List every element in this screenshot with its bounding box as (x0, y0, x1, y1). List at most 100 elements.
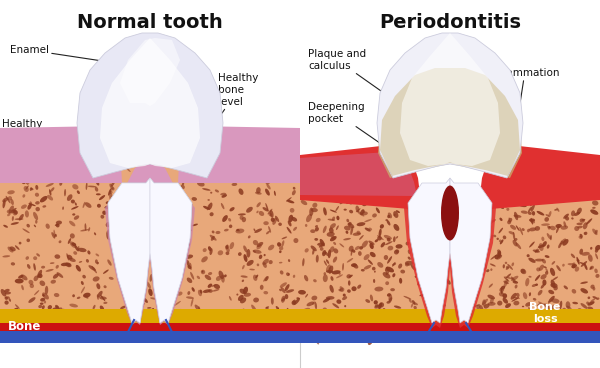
Ellipse shape (25, 177, 31, 182)
Ellipse shape (387, 256, 392, 263)
Ellipse shape (112, 202, 120, 205)
Polygon shape (404, 180, 452, 328)
Ellipse shape (56, 265, 59, 269)
Ellipse shape (293, 238, 298, 243)
Ellipse shape (265, 203, 269, 212)
Ellipse shape (556, 224, 562, 228)
Ellipse shape (334, 248, 338, 254)
Ellipse shape (160, 276, 164, 281)
Ellipse shape (545, 268, 548, 273)
Ellipse shape (314, 238, 318, 241)
Ellipse shape (59, 181, 62, 186)
Ellipse shape (412, 315, 415, 319)
Ellipse shape (151, 333, 157, 337)
Ellipse shape (544, 319, 548, 321)
Ellipse shape (266, 339, 269, 342)
Ellipse shape (463, 212, 467, 215)
Ellipse shape (255, 192, 262, 195)
Ellipse shape (437, 220, 442, 226)
Ellipse shape (35, 193, 39, 197)
Ellipse shape (10, 247, 16, 251)
Ellipse shape (479, 305, 484, 312)
Ellipse shape (2, 198, 8, 202)
Ellipse shape (412, 300, 415, 305)
Ellipse shape (200, 290, 202, 294)
Ellipse shape (452, 216, 457, 219)
Ellipse shape (13, 209, 17, 215)
Ellipse shape (86, 259, 89, 263)
Ellipse shape (265, 179, 270, 184)
Ellipse shape (46, 269, 53, 272)
Ellipse shape (559, 333, 562, 335)
Ellipse shape (365, 318, 370, 323)
Ellipse shape (503, 298, 508, 304)
Ellipse shape (174, 326, 179, 329)
Ellipse shape (421, 325, 425, 328)
Ellipse shape (199, 332, 203, 336)
Ellipse shape (552, 276, 558, 280)
Ellipse shape (130, 298, 134, 301)
Ellipse shape (221, 275, 225, 283)
Ellipse shape (121, 217, 127, 223)
Polygon shape (105, 180, 151, 325)
Ellipse shape (218, 270, 224, 279)
Ellipse shape (310, 328, 315, 333)
Ellipse shape (257, 263, 259, 266)
Ellipse shape (430, 223, 434, 225)
Ellipse shape (212, 289, 220, 291)
Ellipse shape (208, 202, 212, 210)
Ellipse shape (520, 322, 525, 326)
Ellipse shape (221, 194, 227, 198)
Polygon shape (100, 38, 200, 168)
Ellipse shape (461, 294, 465, 298)
Ellipse shape (74, 245, 79, 251)
Ellipse shape (306, 214, 312, 222)
Ellipse shape (340, 286, 343, 291)
Ellipse shape (120, 306, 126, 309)
Text: Plaque and
calculus: Plaque and calculus (308, 49, 406, 109)
Ellipse shape (538, 337, 547, 339)
Ellipse shape (288, 156, 290, 161)
Ellipse shape (186, 296, 194, 299)
Ellipse shape (440, 207, 444, 211)
Ellipse shape (110, 212, 115, 218)
Ellipse shape (215, 309, 221, 317)
Ellipse shape (541, 237, 544, 241)
Ellipse shape (190, 334, 196, 339)
Ellipse shape (201, 335, 208, 340)
Ellipse shape (544, 304, 548, 307)
Ellipse shape (545, 255, 550, 258)
Ellipse shape (373, 279, 375, 283)
Ellipse shape (358, 251, 362, 256)
Ellipse shape (10, 199, 14, 205)
Ellipse shape (461, 334, 464, 337)
Ellipse shape (454, 237, 463, 239)
Ellipse shape (27, 264, 31, 269)
Ellipse shape (466, 241, 472, 245)
Ellipse shape (505, 276, 513, 279)
Ellipse shape (566, 333, 571, 336)
Text: Bone
loss: Bone loss (529, 302, 560, 324)
Ellipse shape (359, 326, 366, 332)
Ellipse shape (56, 220, 62, 225)
Ellipse shape (281, 298, 286, 301)
Ellipse shape (100, 305, 104, 311)
Ellipse shape (263, 276, 268, 282)
Ellipse shape (581, 261, 587, 267)
Ellipse shape (459, 210, 467, 214)
Ellipse shape (186, 166, 190, 169)
Ellipse shape (320, 239, 325, 246)
Ellipse shape (439, 335, 443, 342)
Ellipse shape (436, 304, 440, 308)
Ellipse shape (55, 254, 60, 259)
Ellipse shape (514, 238, 517, 241)
Ellipse shape (223, 328, 228, 330)
Text: Normal tooth: Normal tooth (77, 13, 223, 32)
Ellipse shape (550, 283, 557, 288)
Ellipse shape (199, 334, 202, 336)
Ellipse shape (5, 296, 10, 299)
Ellipse shape (208, 289, 213, 293)
Ellipse shape (149, 274, 152, 282)
Ellipse shape (547, 233, 551, 239)
Ellipse shape (2, 255, 10, 258)
